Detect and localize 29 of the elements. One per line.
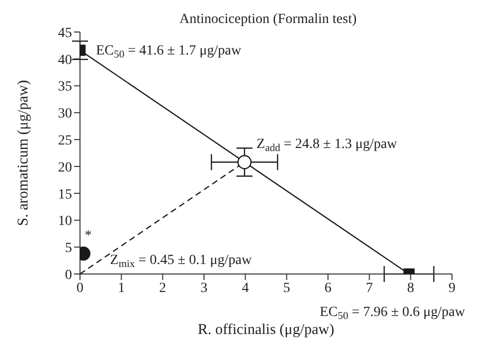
y-tick-label: 10 [58,214,72,230]
y-tick-label: 45 [58,26,72,41]
annotation: Z$_{add}$ = 24.8 ± 1.3 μg/paw [256,137,398,154]
y-tick-label: 0 [65,268,72,283]
y-tick-label: 40 [58,52,72,68]
y-tick-label: 30 [58,106,72,122]
x-tick-label: 0 [76,280,84,296]
annotation: EC$_{50}$ = 41.6 ± 1.7 μg/paw [96,43,242,61]
point [237,155,252,170]
x-tick-label: 5 [283,280,290,296]
x-tick-label: 2 [159,280,166,296]
y-tick-label: 15 [58,187,72,202]
y-tick-label: 20 [58,160,72,176]
y-axis-title: S. aromaticum (μg/paw) [15,80,32,226]
chart-title: Antinociception (Formalin test) [178,12,358,28]
x-tick-label: 6 [324,280,332,296]
x-tick-label: 4 [242,280,249,296]
annotation: EC$_{50}$ = 7.96 ± 0.6 μg/paw [320,305,466,322]
y-tick-label: 35 [58,80,72,95]
x-tick-label: 8 [407,280,414,296]
x-tick-label: 1 [118,280,125,296]
annotation: * [84,228,92,244]
x-tick-label: 7 [366,280,373,296]
y-tick-label: 5 [65,241,72,256]
y-tick-label: 25 [58,134,72,149]
x-tick-label: 3 [200,280,208,296]
x-axis-title: R. officinalis (μg/paw) [198,322,334,338]
x-tick-label: 9 [448,280,456,296]
annotation: Z$_{mix}$ = 0.45 ± 0.1 μg/paw [110,253,253,270]
